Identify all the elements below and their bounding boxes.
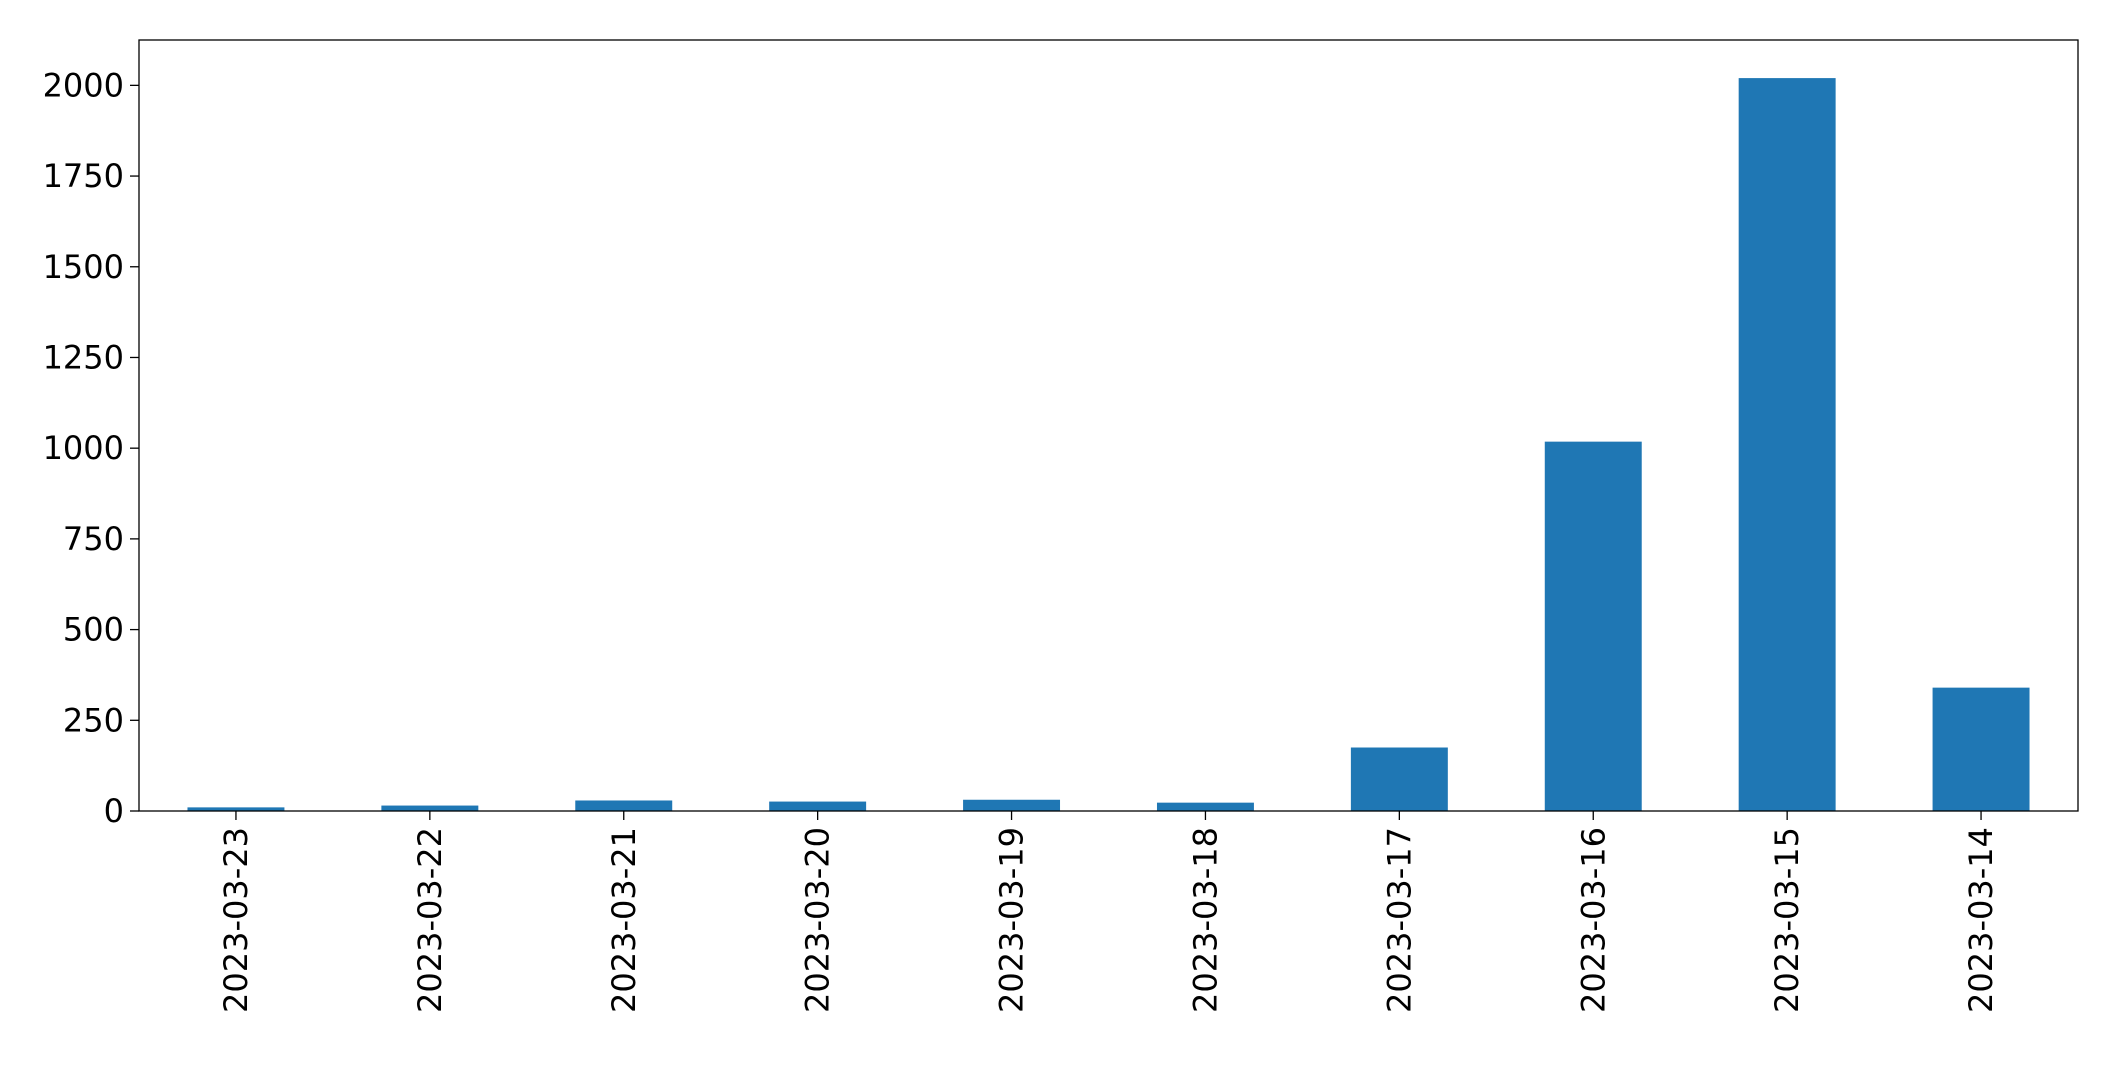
- y-tick-label: 1750: [43, 157, 124, 195]
- plot-frame: [138, 39, 2079, 812]
- y-axis: 0 250 500 750 1000 1250 1500 1750 2000: [43, 66, 139, 830]
- bar-2023-03-15: [1738, 78, 1836, 811]
- x-axis: 2023-03-23 2023-03-22 2023-03-21 2023-03-20…: [217, 811, 2000, 1013]
- y-tick-label: 0: [104, 792, 124, 830]
- x-tick-label: 2023-03-19: [993, 827, 1031, 1013]
- x-tick-label: 2023-03-14: [1962, 827, 2000, 1013]
- y-tick-label: 1000: [43, 429, 124, 467]
- x-tick-label: 2023-03-18: [1186, 827, 1224, 1013]
- x-tick-label: 2023-03-16: [1574, 827, 1612, 1013]
- y-tick-label: 500: [63, 611, 124, 649]
- y-tick-label: 1500: [43, 248, 124, 286]
- x-tick-label: 2023-03-15: [1768, 827, 1806, 1013]
- bar-2023-03-18: [1156, 802, 1254, 811]
- bar-2023-03-20: [769, 801, 867, 811]
- bar-2023-03-23: [187, 807, 285, 811]
- bar-2023-03-19: [963, 799, 1061, 811]
- x-tick-label: 2023-03-20: [799, 827, 837, 1013]
- x-tick-label: 2023-03-22: [411, 827, 449, 1013]
- bar-2023-03-21: [575, 800, 673, 811]
- bars-group: [187, 78, 2030, 811]
- x-tick-label: 2023-03-17: [1380, 827, 1418, 1013]
- bar-2023-03-22: [381, 805, 479, 811]
- y-tick-label: 2000: [43, 66, 124, 104]
- bar-2023-03-14: [1932, 687, 2030, 811]
- x-tick-label: 2023-03-21: [605, 827, 643, 1013]
- bar-2023-03-17: [1350, 747, 1448, 811]
- x-tick-label: 2023-03-23: [217, 827, 255, 1013]
- y-tick-label: 250: [63, 701, 124, 739]
- y-tick-label: 750: [63, 520, 124, 558]
- y-tick-label: 1250: [43, 338, 124, 376]
- bar-2023-03-16: [1544, 441, 1642, 811]
